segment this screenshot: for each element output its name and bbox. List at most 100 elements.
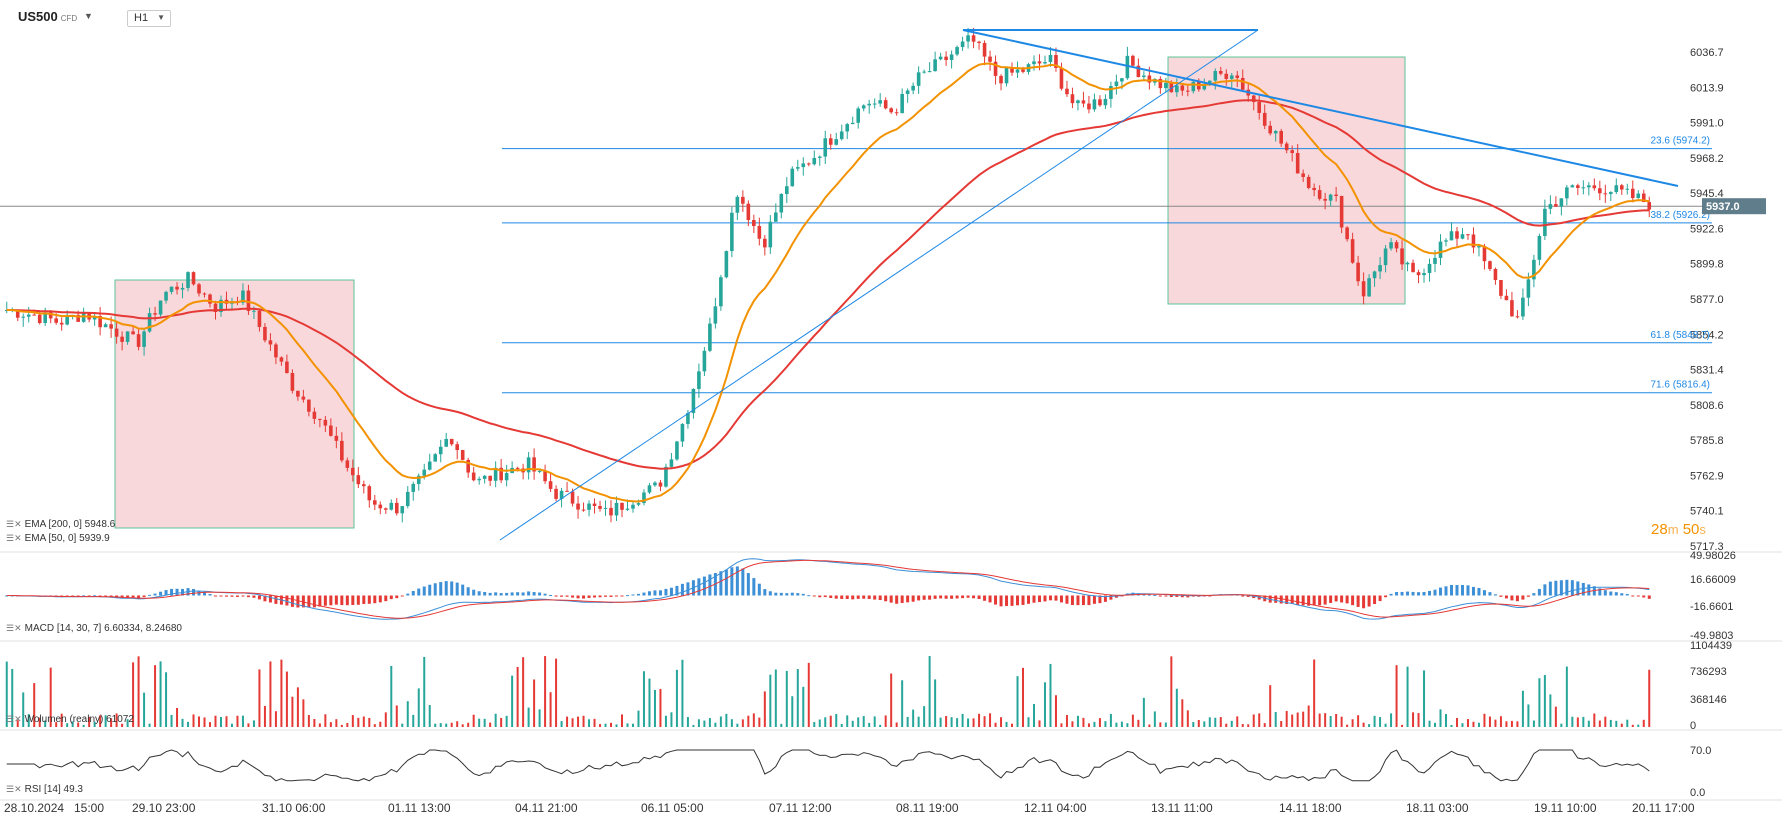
candle [499,467,503,481]
macd-bar [543,593,547,596]
macd-bar [159,591,163,596]
candle [1433,257,1437,264]
volume-legend[interactable]: ☰✕ Wolumen (realny) 61072 [6,714,134,725]
volume-bar [1499,716,1502,727]
macd-bar [939,595,943,599]
candle [845,124,850,132]
candle [191,272,196,285]
macd-bar [389,595,393,600]
volume-bar [686,717,689,727]
macd-bar [631,594,635,596]
macd-bar [560,595,564,597]
volume-bar [1296,712,1299,727]
macd-bar [1521,595,1525,600]
volume-bar [159,661,162,727]
volume-bar [763,691,766,727]
volume-bar [269,661,272,727]
macd-bar [488,592,492,596]
macd-bar [142,595,146,598]
macd-bar [1246,595,1250,597]
candle [905,90,910,94]
macd-bar [774,592,778,596]
macd-bar [1175,595,1179,597]
settings-close-icon: ☰✕ [6,784,22,794]
candle [1521,297,1525,317]
macd-bar [1614,592,1618,596]
macd-bar [329,595,333,606]
candle [916,72,921,86]
volume-bar [1043,682,1046,727]
candle [1240,77,1245,90]
candle [1493,268,1498,281]
macd-bar [862,595,866,599]
macd-bar [587,595,591,598]
candle [1444,240,1448,242]
macd-bar [1488,592,1492,596]
volume-bar [137,656,140,727]
symbol-dropdown-chevron-down-icon[interactable]: ▼ [84,11,93,21]
macd-bar [763,589,767,596]
volume-bar [1098,718,1101,727]
volume-bar [263,705,266,727]
timeframe-select[interactable]: H1 ▼ [127,10,171,27]
candle [1422,273,1426,276]
candle [466,459,470,473]
volume-bar [1186,710,1189,727]
macd-bar [1543,584,1547,596]
macd-bar [757,583,761,596]
settings-close-icon: ☰✕ [6,714,22,724]
volume-bar [423,656,426,727]
candle [609,507,613,516]
volume-bar [884,715,887,727]
candle [1603,193,1608,195]
macd-bar [505,592,509,596]
macd-bar [1103,595,1107,602]
macd-bar [900,595,904,603]
macd-bar [241,595,245,597]
ema200-legend[interactable]: ☰✕ EMA [200, 0] 5948.6 [6,519,116,530]
candle [257,310,262,327]
candle [1175,85,1179,93]
volume-bar [1060,723,1063,727]
macd-tick-label: -16.6601 [1690,601,1733,613]
macd-bar [1356,595,1360,607]
volume-bar [1181,699,1184,727]
candle [680,423,685,442]
macd-bar [1576,581,1580,596]
volume-bar [642,671,645,727]
macd-legend[interactable]: ☰✕ MACD [14, 30, 7] 6.60334, 8.24680 [6,623,182,634]
candle [1482,246,1487,262]
candle [1477,246,1481,248]
candle [1449,231,1454,241]
ema50-legend[interactable]: ☰✕ EMA [50, 0] 5939.9 [6,533,110,544]
candle [746,203,751,221]
candle [900,93,904,114]
candle [631,504,635,509]
volume-bar [214,715,217,727]
volume-bar [1214,717,1217,727]
fibonacci-label: 23.6 (5974.2) [1651,136,1711,147]
candle [477,478,481,481]
volume-bar [154,665,157,727]
volume-bar [659,688,662,727]
instrument-symbol[interactable]: US500 CFD [18,9,78,24]
macd-bar [680,583,684,596]
volume-bar [368,717,371,727]
macd-bar [1081,595,1085,606]
volume-bar [730,719,733,727]
macd-bar [82,595,86,597]
volume-bar [917,716,920,727]
macd-bar [1515,595,1519,602]
candle [1345,227,1349,240]
rsi-legend[interactable]: ☰✕ RSI [14] 49.3 [6,784,83,795]
macd-bar [263,595,267,602]
macd-bar [642,592,646,596]
candle [1526,279,1531,298]
macd-bar [411,591,415,596]
candle [817,156,822,158]
macd-bar [1076,595,1080,606]
candle [933,59,937,72]
time-tick-label: 04.11 21:00 [515,801,578,815]
volume-bar [335,719,338,727]
